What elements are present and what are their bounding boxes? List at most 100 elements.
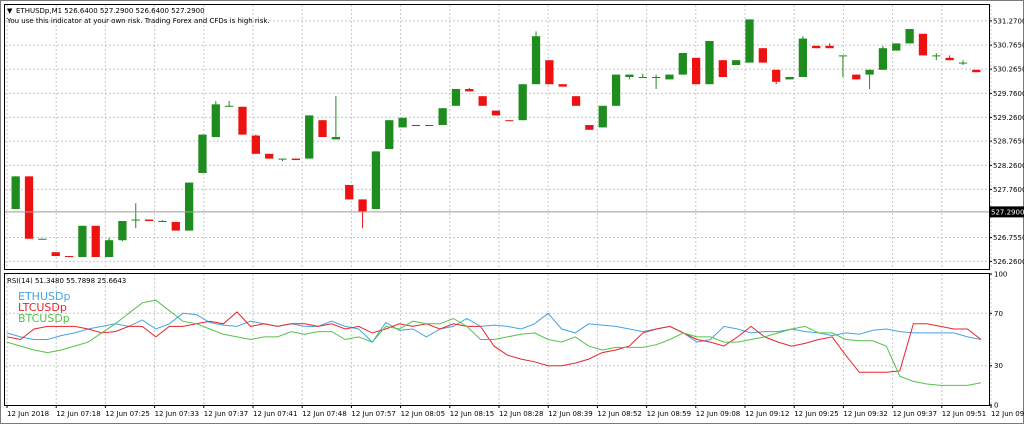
price-pane[interactable] [4,4,990,270]
price-tick-label: 528.7650 [993,138,1024,146]
candle-bull [892,43,901,51]
time-tick-label: 12 Jun 2018 [7,410,49,418]
candle-bull [11,176,20,209]
time-tick-label: 12 Jun 08:28 [499,410,543,418]
candle-bear [972,69,981,73]
candle-bull [331,137,341,140]
current-price-marker: 527.2900 [990,206,1024,218]
candle-bear [24,176,34,239]
current-price-box [990,206,1024,218]
time-tick-label: 12 Jun 08:59 [647,410,691,418]
candle-bull [638,77,647,78]
candle-bear [945,57,954,61]
rsi-pane[interactable] [4,273,990,406]
candle-bull [651,77,661,78]
rsi-tick-label: 100 [994,271,1007,279]
candle-bull [665,74,674,80]
candle-bear [144,219,154,221]
time-tick-label: 12 Jun 07:18 [56,410,100,418]
candle-bull [438,108,447,125]
candle-bull [225,105,234,107]
candle-bull [678,53,687,75]
candle-bear [358,199,367,212]
candle-bear [825,45,834,49]
rsi-grid [5,274,992,405]
candle-bear [505,120,514,122]
time-tick-label: 12 Jun 07:48 [302,410,346,418]
candle-bull [705,41,714,85]
candle-bull [838,55,848,57]
candle-bear [251,135,260,154]
time-tick-label: 12 Jun 07:57 [351,410,395,418]
candle-bull [131,219,140,221]
candle-bull [398,117,407,128]
time-tick-label: 12 Jun 09:37 [893,410,937,418]
candle-bull [611,74,621,106]
candle-bull [305,115,314,159]
rsi-header: RSI(14) 51.3480 55.7898 25.6643 [7,277,126,285]
time-tick-label: 12 Jun 08:15 [450,410,494,418]
disclaimer-text: You use this indicator at your own risk.… [6,17,270,25]
candlestick-series [11,19,981,258]
time-tick-label: 12 Jun 07:41 [253,410,297,418]
price-tick-label: 530.2650 [993,66,1024,74]
time-tick-label: 12 Jun 07:33 [155,410,199,418]
time-tick-label: 12 Jun 08:39 [548,410,592,418]
candle-bear [318,120,327,137]
candle-bear [411,125,421,126]
candle-bull [932,55,941,57]
price-tick-label: 530.7650 [993,42,1024,50]
rsi-series [6,299,982,386]
candle-bull [198,134,207,173]
time-tick-label: 12 Jun 09:25 [794,410,838,418]
candle-bear [571,96,581,106]
candle-bull [518,84,527,121]
candle-bull [278,158,287,160]
candle-bear [852,74,861,80]
candle-bear [345,185,354,200]
candle-bear [171,221,180,231]
candle-bear [718,60,727,77]
candle-bull [732,60,741,65]
legend-ltcusdp: LTCUSDp [18,301,67,314]
time-tick-label: 12 Jun 08:05 [401,410,445,418]
price-tick-label: 531.2700 [993,17,1024,25]
candle-bull [785,77,794,80]
candle-bull [798,38,808,77]
candle-bull [625,74,634,77]
candle-bear [558,84,567,87]
time-axis: 12 Jun 2018 12 Jun 07:18 12 Jun 07:25 12 Ju… [6,405,1024,418]
current-price-label: 527.2900 [991,208,1024,216]
candle-bull [211,104,220,137]
candle-bull [958,62,968,64]
candle-bull [385,120,394,149]
candle-bear [692,57,701,85]
candle-bull [104,240,114,257]
legend-btcusdp: BTCUSDp [18,312,70,325]
time-tick-label: 12 Jun 09:08 [696,410,740,418]
candle-bull [184,182,194,231]
candle-bull [865,69,874,75]
candle-bull [531,36,541,85]
candle-bear [238,106,247,135]
legend-ethusdp: ETHUSDp [18,290,70,303]
candle-bear [425,125,434,126]
candle-bull [78,225,87,257]
candle-bear [772,69,781,82]
candle-bear [51,252,60,257]
main-header: ETHUSDp,M1 526.6400 527.2900 526.6400 52… [16,7,205,15]
candle-bull [745,19,754,63]
price-axis: 531.2700 530.7650 530.2650 529.7600 529.2600… [989,17,1024,266]
time-tick-label: 12 Jun 09:32 [843,410,887,418]
candle-bear [478,96,487,106]
chart-expand-arrow[interactable]: ▼ [7,7,13,15]
time-tick-label: 12 Jun 07:37 [204,410,248,418]
rsi-tick-label: 70 [994,310,1003,318]
candle-bear [64,256,74,258]
time-tick-label: 12 Jun 08:52 [597,410,641,418]
price-tick-label: 526.7550 [993,234,1024,242]
candle-bull [451,89,461,106]
candle-bull [598,105,607,128]
